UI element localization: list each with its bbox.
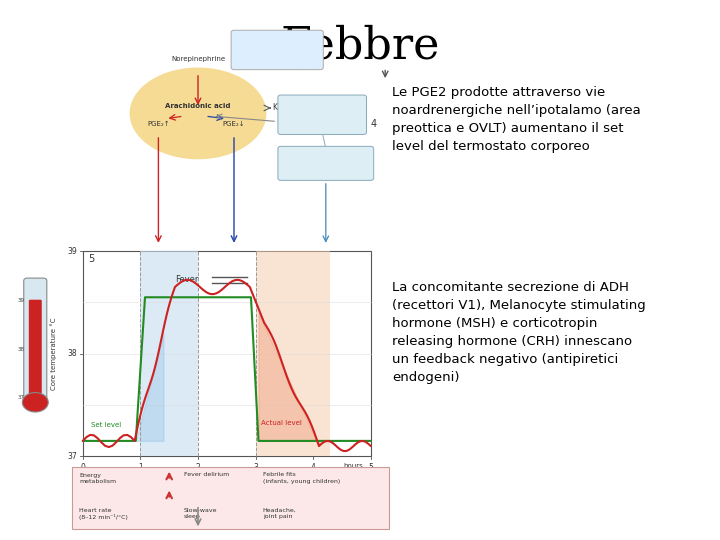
Text: 37: 37 xyxy=(67,452,77,461)
Text: PGE₂↓: PGE₂↓ xyxy=(222,121,246,127)
Text: La concomitante secrezione di ADH
(recettori V1), Melanocyte stimulating
hormone: La concomitante secrezione di ADH (recet… xyxy=(392,281,646,384)
Text: Actual level: Actual level xyxy=(261,420,302,426)
Text: Replication of
pathogens
Virus replication: Replication of pathogens Virus replicati… xyxy=(255,35,300,52)
Text: 1: 1 xyxy=(138,463,143,472)
Text: Febbre: Febbre xyxy=(280,24,440,68)
Text: Arachidonic acid: Arachidonic acid xyxy=(166,103,230,109)
Text: Core temperature °C: Core temperature °C xyxy=(50,318,58,390)
Text: Heart rate
(8–12 min⁻¹/°C): Heart rate (8–12 min⁻¹/°C) xyxy=(79,508,128,520)
Text: 37: 37 xyxy=(17,395,24,401)
Text: 39: 39 xyxy=(17,298,24,303)
Text: Feeling cold,
little cutaneous
blood flow,
rigor: Feeling cold, little cutaneous blood flo… xyxy=(142,478,197,507)
Text: 39: 39 xyxy=(67,247,77,255)
Text: 4: 4 xyxy=(371,119,377,129)
Text: 38: 38 xyxy=(68,349,77,358)
Text: 5: 5 xyxy=(89,254,95,264)
Text: Le PGE2 prodotte attraverso vie
noardrenergiche nell’ipotalamo (area
preottica e: Le PGE2 prodotte attraverso vie noardren… xyxy=(392,86,641,153)
Text: PGE₂↑: PGE₂↑ xyxy=(147,121,170,127)
Text: Slow-wave
sleep: Slow-wave sleep xyxy=(184,508,217,519)
Text: 5: 5 xyxy=(369,463,373,472)
Text: Set level: Set level xyxy=(91,422,122,428)
Text: 2: 2 xyxy=(196,463,200,472)
Text: 3: 3 xyxy=(253,463,258,472)
Text: 4: 4 xyxy=(311,463,315,472)
Text: Headache,
joint pain: Headache, joint pain xyxy=(263,508,297,519)
Text: Fever: Fever xyxy=(175,275,198,285)
Text: Fever delirium: Fever delirium xyxy=(184,472,229,477)
Text: 38: 38 xyxy=(17,347,24,352)
FancyBboxPatch shape xyxy=(24,278,47,402)
Text: Feeling hot,
high cutaneous
blood flow,
sweating: Feeling hot, high cutaneous blood flow, … xyxy=(257,478,312,507)
Bar xyxy=(72,467,389,529)
Text: 0: 0 xyxy=(81,463,85,472)
Circle shape xyxy=(22,393,48,412)
Bar xyxy=(140,251,198,456)
Text: Febrile fits
(infants, young children): Febrile fits (infants, young children) xyxy=(263,472,340,484)
Text: Antipyretics
(e.g. acetyl-
salicylic acid): Antipyretics (e.g. acetyl- salicylic aci… xyxy=(304,100,341,117)
Ellipse shape xyxy=(130,68,266,159)
Bar xyxy=(83,251,371,456)
Text: Norepinephrine: Norepinephrine xyxy=(171,56,225,62)
Text: K: K xyxy=(272,104,277,112)
Text: Endogenous antipyretics
(ADH, α-MSH, CRH): Endogenous antipyretics (ADH, α-MSH, CRH… xyxy=(292,150,360,161)
Bar xyxy=(140,481,198,529)
FancyBboxPatch shape xyxy=(231,30,323,70)
FancyBboxPatch shape xyxy=(29,300,42,399)
Bar xyxy=(256,251,330,456)
FancyBboxPatch shape xyxy=(278,146,374,180)
Bar xyxy=(256,481,330,529)
FancyBboxPatch shape xyxy=(278,95,366,134)
Text: Energy
metabolism: Energy metabolism xyxy=(79,472,117,484)
Text: hours: hours xyxy=(343,463,364,469)
